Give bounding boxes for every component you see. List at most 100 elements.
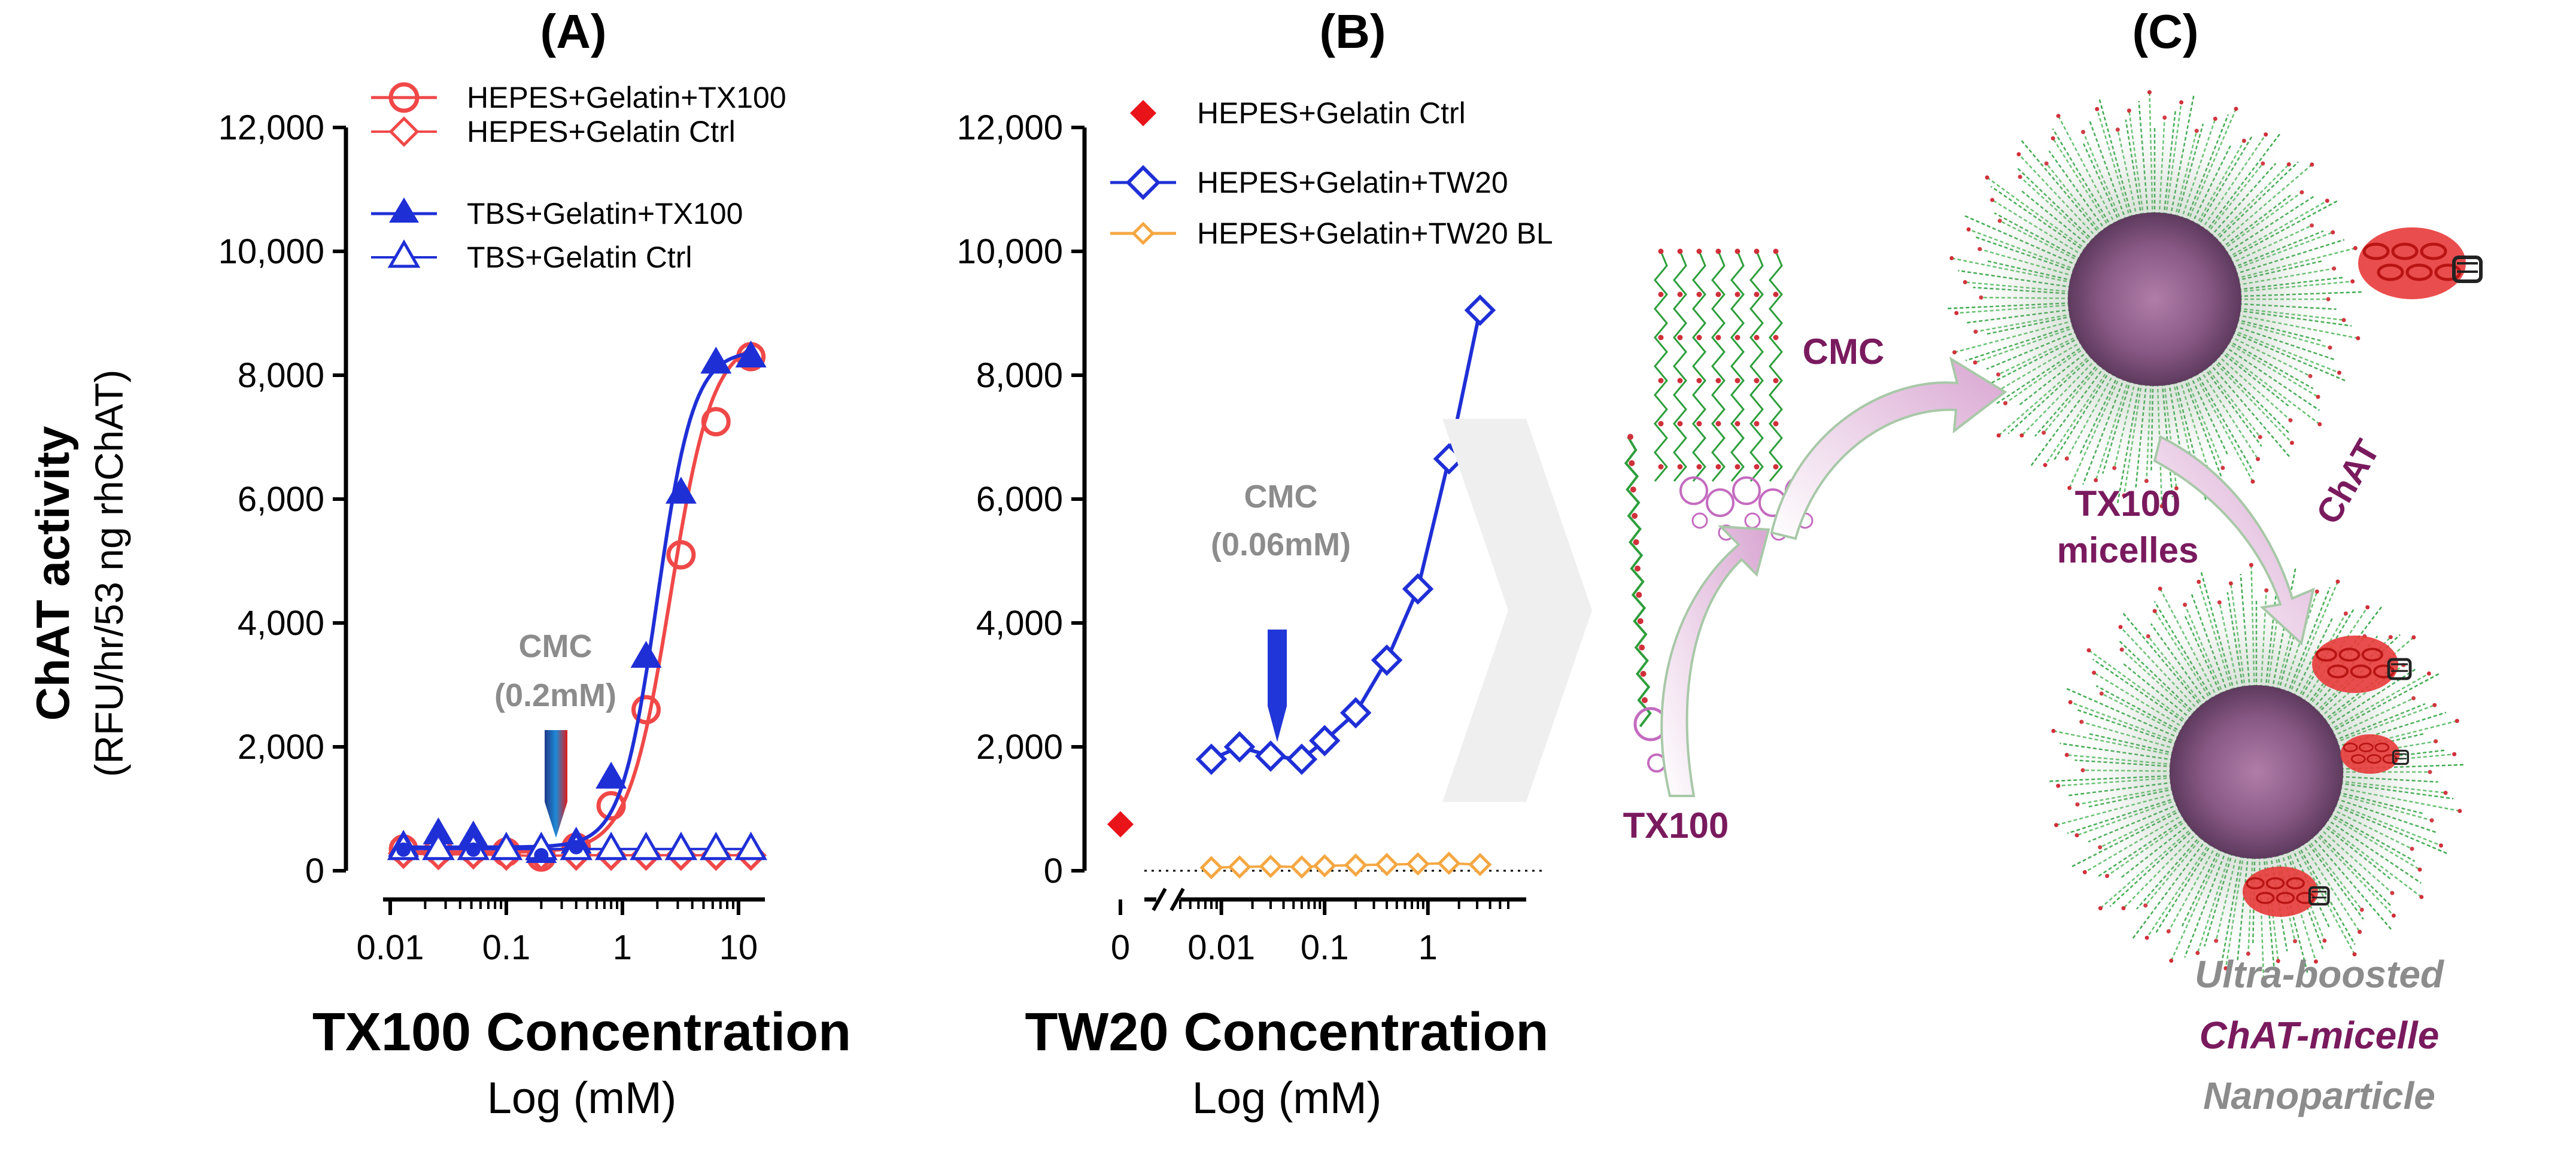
- protein-body: [2340, 734, 2400, 774]
- protein-domain-lines: [2395, 753, 2407, 759]
- monomer-atom: [1629, 460, 1635, 466]
- x-tick-label: 1: [1418, 928, 1438, 967]
- stack-atom: [1658, 378, 1664, 384]
- tx100-monomers: [1624, 248, 1813, 773]
- fit-curve: [403, 351, 752, 849]
- stack-atom: [1734, 421, 1740, 427]
- series: [396, 349, 758, 863]
- stack-atom: [1715, 335, 1721, 341]
- ylabel-main: ChAT activity: [26, 426, 79, 721]
- protein-domain-lines: [2391, 663, 2408, 672]
- stack-atom: [1658, 291, 1664, 297]
- cmc-b-line2: (0.06mM): [1211, 527, 1351, 563]
- stack-atom: [1658, 421, 1664, 427]
- monomer-atom: [1633, 539, 1639, 545]
- stack-atom: [1696, 335, 1702, 341]
- chat-protein: [2340, 734, 2409, 774]
- stack-chain: [1654, 251, 1668, 482]
- monomer-atom: [1627, 434, 1633, 440]
- series: [1107, 811, 1134, 838]
- stack-atom: [1658, 248, 1664, 254]
- legend-marker-diamond-filled: [1130, 100, 1156, 126]
- legend-b-label-1: HEPES+Gelatin Ctrl: [1197, 96, 1466, 130]
- y-tick-label: 0: [305, 852, 324, 890]
- surfactant-head: [1985, 175, 1989, 180]
- stack-atom: [1658, 335, 1664, 341]
- y-tick-label: 4,000: [238, 604, 324, 643]
- data-point-diamond: [1259, 855, 1283, 879]
- protein-helix: [2276, 892, 2295, 904]
- surfactant-head: [2250, 479, 2255, 484]
- protein-domain: [2387, 658, 2412, 680]
- surfactant-head: [1949, 256, 1954, 260]
- data-point-triangle-open: [664, 831, 698, 861]
- axis-break: [1169, 887, 1185, 911]
- surfactant-head: [2067, 485, 2072, 490]
- stack-atom: [1677, 291, 1683, 297]
- data-point-dot: [466, 842, 481, 857]
- y-tick-label: 2,000: [976, 728, 1063, 767]
- stack-atom: [1754, 464, 1760, 470]
- protein-helix: [2391, 242, 2419, 260]
- surfactant-head: [2356, 336, 2361, 341]
- label-tx100: TX100: [1623, 805, 1729, 846]
- y-tick-label: 0: [1044, 852, 1063, 890]
- surfactant-head: [2159, 504, 2164, 509]
- stack-chain: [1749, 251, 1764, 482]
- protein-helix: [2256, 892, 2275, 904]
- y-tick-label: 12,000: [218, 108, 324, 147]
- legend-a-item-3: TBS+Gelatin+TX100: [371, 197, 743, 230]
- stack-atom: [1734, 248, 1740, 254]
- data-point-triangle-open: [630, 831, 663, 861]
- stack-atom: [1677, 421, 1683, 427]
- protein-helix: [2377, 263, 2404, 281]
- data-point-diamond: [1228, 855, 1251, 879]
- stack-atom: [1696, 378, 1702, 384]
- label-chat-micelle: ChAT-micelle: [2200, 1014, 2440, 1057]
- monomer-atom: [1639, 645, 1645, 651]
- label-nanoparticle: Nanoparticle: [2203, 1074, 2435, 1117]
- stack-atom: [1773, 464, 1779, 470]
- surfactant-head: [2051, 728, 2056, 733]
- protein-helix: [2316, 648, 2337, 662]
- chat-micelle-nanoparticle: [2049, 563, 2463, 981]
- chart-a-ylabel: ChAT activity (RFU/hr/53 ng rhChAT): [26, 370, 131, 777]
- stack-atom: [1773, 421, 1779, 427]
- arrow-stack-to-micelle: [1770, 356, 2007, 540]
- stack-atom: [1754, 248, 1760, 254]
- y-tick-label: 4,000: [976, 604, 1063, 643]
- stack-atom: [1715, 248, 1721, 254]
- stack-ring: [1691, 512, 1708, 529]
- surfactant-head: [2234, 107, 2238, 111]
- legend-b-item-2: HEPES+Gelatin+TW20: [1110, 165, 1508, 200]
- data-point-diamond: [1464, 294, 1496, 326]
- panel-a-title: (A): [540, 5, 606, 58]
- protein-domain: [2392, 749, 2409, 765]
- protein-domain-lines: [2311, 890, 2326, 899]
- label-ultra-boosted: Ultra-boosted: [2195, 953, 2445, 996]
- series-line: [1211, 862, 1480, 869]
- chat-protein: [2243, 867, 2330, 917]
- x-tick-label: 0.01: [357, 928, 424, 967]
- data-point-circle: [666, 540, 696, 570]
- surfactant-head: [2261, 977, 2266, 981]
- monomer-atom: [1635, 566, 1641, 572]
- stack-atom: [1696, 464, 1702, 470]
- ylabel-sub: (RFU/hr/53 ng rhChAT): [87, 370, 131, 777]
- surfactant-head: [2457, 808, 2462, 813]
- cmc-a-line1: CMC: [519, 628, 593, 664]
- data-point-dot: [396, 842, 411, 857]
- series: [387, 831, 767, 861]
- protein-body: [2243, 867, 2318, 917]
- data-point-triangle-open: [490, 831, 523, 861]
- protein-helix: [2359, 743, 2374, 752]
- stack-ring: [1732, 476, 1761, 505]
- y-tick-label: 8,000: [238, 356, 324, 395]
- legend-b-item-1: HEPES+Gelatin Ctrl: [1130, 96, 1466, 130]
- series: [1195, 294, 1496, 775]
- legend-marker-diamond-open: [1125, 165, 1161, 200]
- stack-atom: [1773, 291, 1779, 297]
- monomer-atom: [1642, 697, 1648, 703]
- stack-atom: [1677, 378, 1683, 384]
- nanoparticle-core: [2170, 685, 2343, 859]
